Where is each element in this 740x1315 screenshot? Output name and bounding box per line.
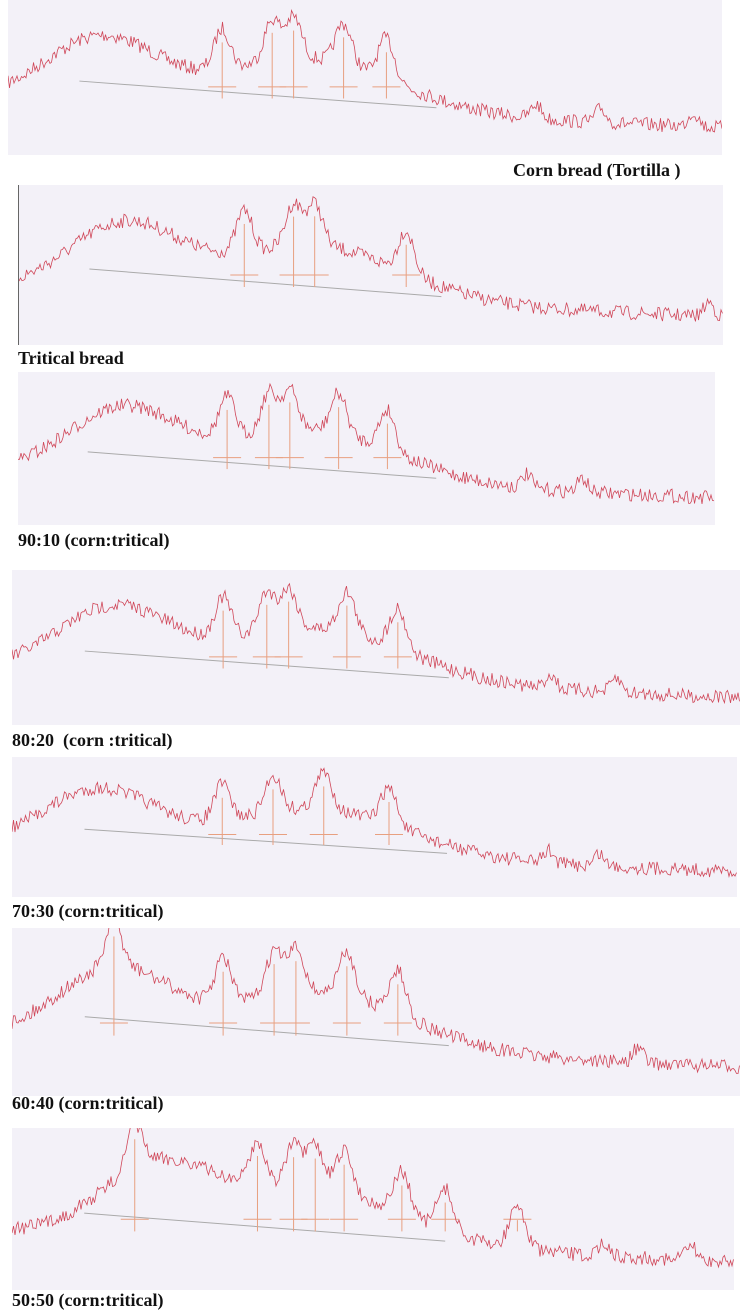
panel-label: 50:50 (corn:tritical) bbox=[12, 1290, 163, 1311]
diffraction-panel bbox=[8, 0, 722, 155]
pattern bbox=[12, 570, 740, 725]
diffraction-panel bbox=[18, 372, 715, 525]
panel-label: 90:10 (corn:tritical) bbox=[18, 530, 169, 551]
baseline bbox=[84, 1213, 445, 1241]
pattern bbox=[12, 928, 740, 1096]
baseline bbox=[88, 452, 437, 478]
panel-label: Corn bread (Tortilla ) bbox=[513, 160, 681, 181]
diffraction-panel bbox=[12, 1128, 734, 1290]
pattern bbox=[18, 372, 715, 525]
intensity-trace bbox=[12, 928, 740, 1074]
diffraction-panel bbox=[12, 928, 740, 1096]
panel-label: 80:20 (corn :tritical) bbox=[12, 730, 172, 751]
figure: Corn bread (Tortilla ) Tritical bread 90:1… bbox=[0, 0, 740, 1315]
diffraction-panel bbox=[18, 185, 723, 345]
baseline bbox=[85, 829, 448, 853]
baseline bbox=[79, 81, 436, 108]
intensity-trace bbox=[8, 10, 722, 132]
panel-label: 60:40 (corn:tritical) bbox=[12, 1093, 163, 1114]
diffraction-panel bbox=[12, 757, 737, 897]
intensity-trace bbox=[18, 384, 714, 504]
panel-label: 70:30 (corn:tritical) bbox=[12, 901, 163, 922]
baseline bbox=[89, 269, 441, 297]
pattern bbox=[12, 1128, 734, 1290]
intensity-trace bbox=[12, 1128, 734, 1267]
intensity-trace bbox=[12, 584, 740, 703]
pattern bbox=[12, 757, 737, 897]
pattern bbox=[19, 185, 723, 345]
pattern bbox=[8, 0, 722, 155]
intensity-trace bbox=[12, 768, 737, 877]
baseline bbox=[85, 1017, 449, 1046]
panel-label: Tritical bread bbox=[18, 348, 124, 369]
diffraction-panel bbox=[12, 570, 740, 725]
intensity-trace bbox=[19, 197, 723, 322]
